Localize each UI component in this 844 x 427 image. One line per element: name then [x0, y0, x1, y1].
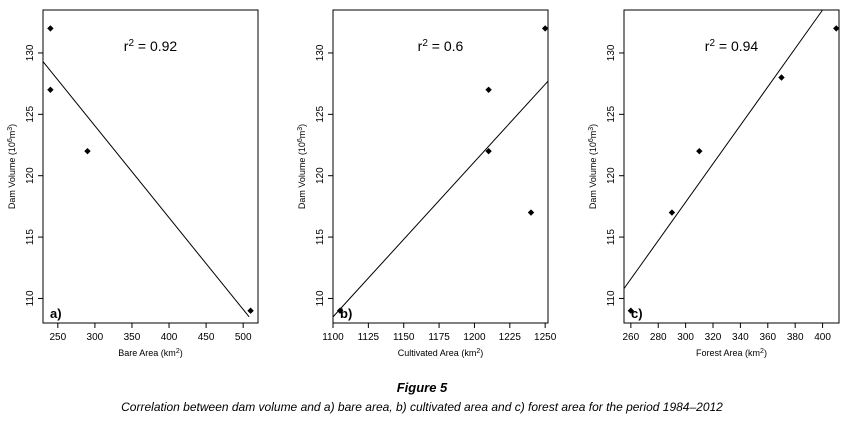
data-point — [527, 209, 535, 216]
y-axis-label: Dam Volume (106m3) — [588, 124, 599, 209]
y-tick-label: 115 — [315, 229, 326, 245]
y-tick-label: 125 — [315, 106, 326, 123]
data-point — [541, 25, 549, 32]
x-tick-label: 400 — [814, 332, 831, 343]
figure-caption-title: Figure 5 — [396, 380, 448, 395]
data-point — [47, 86, 54, 93]
r-squared-annotation: r2 = 0.92 — [124, 38, 178, 55]
data-point — [485, 86, 492, 93]
x-tick-label: 1250 — [534, 332, 557, 343]
r-squared-annotation: r2 = 0.6 — [418, 38, 464, 55]
y-tick-label: 120 — [606, 167, 617, 184]
x-axis-label: Forest Area (km2) — [696, 348, 767, 359]
data-point — [247, 307, 254, 314]
y-tick-label: 110 — [315, 290, 326, 306]
data-point — [668, 209, 676, 216]
x-tick-label: 320 — [705, 332, 722, 343]
y-tick-label: 110 — [606, 290, 617, 306]
panel-label: a) — [50, 306, 62, 321]
y-tick-label: 120 — [315, 167, 326, 184]
y-tick-label: 120 — [25, 167, 36, 184]
y-tick-label: 115 — [25, 229, 36, 245]
x-tick-label: 1200 — [463, 332, 486, 343]
y-tick-label: 125 — [25, 106, 36, 123]
figure-caption-text: Correlation between dam volume and a) ba… — [121, 400, 723, 414]
plot-frame — [332, 9, 549, 324]
data-point — [84, 147, 91, 155]
x-tick-label: 340 — [732, 332, 749, 343]
y-tick-label: 130 — [315, 44, 326, 61]
x-tick-label: 360 — [759, 332, 776, 343]
x-tick-label: 450 — [198, 332, 215, 343]
x-tick-label: 260 — [623, 332, 640, 343]
y-axis-label: Dam Volume (106m3) — [7, 124, 18, 209]
x-tick-label: 300 — [87, 332, 104, 343]
x-axis-label: Cultivated Area (km2) — [398, 348, 483, 359]
plot-frame — [623, 9, 840, 324]
y-tick-label: 115 — [606, 229, 617, 245]
regression-line — [332, 80, 549, 318]
data-point — [627, 307, 635, 314]
y-axis-label: Dam Volume (106m3) — [297, 124, 308, 209]
y-tick-label: 130 — [606, 44, 617, 61]
x-tick-label: 500 — [235, 332, 252, 343]
regression-line — [42, 61, 250, 318]
x-tick-label: 250 — [49, 332, 66, 343]
y-tick-label: 125 — [606, 106, 617, 123]
x-tick-label: 300 — [677, 332, 694, 343]
data-point — [696, 147, 703, 155]
data-point — [336, 307, 344, 314]
panel-label: b) — [340, 306, 352, 321]
x-tick-label: 380 — [787, 332, 804, 343]
x-tick-label: 1175 — [428, 332, 450, 343]
x-tick-label: 1150 — [393, 332, 415, 343]
regression-line — [623, 9, 823, 289]
y-tick-label: 110 — [25, 290, 36, 306]
x-tick-label: 1125 — [358, 332, 380, 343]
x-tick-label: 1225 — [499, 332, 522, 343]
chart-panel-1: 250 300 350 400 450 500 110 115 120 125 130 r2 = 0.… — [7, 9, 259, 359]
x-tick-label: 350 — [124, 332, 141, 343]
y-tick-label: 130 — [25, 44, 36, 61]
x-tick-label: 280 — [650, 332, 667, 343]
plot-frame — [42, 9, 259, 324]
data-point — [485, 147, 492, 155]
x-axis-label: Bare Area (km2) — [118, 348, 182, 359]
x-tick-label: 1100 — [322, 332, 344, 343]
panel-label: c) — [631, 306, 643, 321]
chart-panel-3: 260 280 300 320 340 360 380 400 110 115 120 125 130 r… — [588, 9, 840, 359]
data-point — [47, 25, 54, 32]
data-point — [833, 25, 840, 32]
x-tick-label: 400 — [161, 332, 178, 343]
data-point — [778, 74, 785, 81]
chart-panel-2: 1100 1125 1150 1175 1200 1225 1250 110 115 120 125… — [297, 9, 557, 359]
figure-5-chart-panels: 250 300 350 400 450 500 110 115 120 125 130 r2 = 0.… — [7, 9, 840, 359]
r-squared-annotation: r2 = 0.94 — [705, 38, 759, 55]
